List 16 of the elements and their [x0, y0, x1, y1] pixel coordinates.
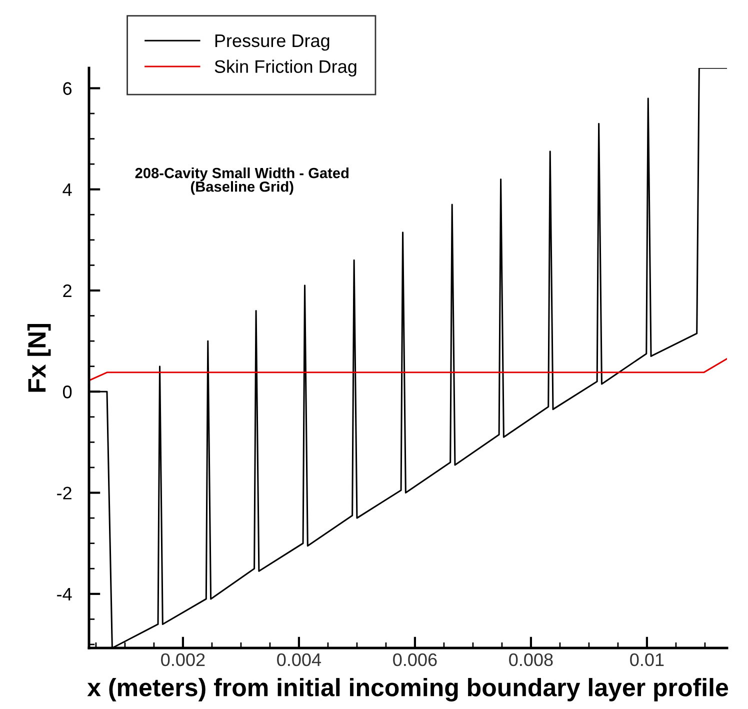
legend-label: Pressure Drag — [215, 34, 330, 51]
x-axis-title: x (meters) from initial incoming boundary layer profile — [87, 678, 728, 702]
x-tick-label: 0.006 — [393, 653, 437, 666]
y-tick-label: 2 — [63, 284, 72, 298]
y-tick-label: 0 — [63, 386, 72, 398]
y-tick-label: -2 — [57, 486, 72, 500]
x-tick-label: 0.002 — [161, 653, 205, 666]
legend-label: Skin Friction Drag — [214, 60, 356, 77]
y-axis-title: Fx [N] — [27, 324, 51, 392]
x-tick-label: 0.004 — [277, 653, 322, 666]
y-tick-label: 6 — [63, 82, 72, 95]
y-tick-label: -4 — [57, 588, 72, 600]
x-tick-label: 0.008 — [509, 653, 553, 666]
annotation: 208-Cavity Small Width - Gated (Baseline Grid) — [135, 168, 348, 195]
y-tick-label: 4 — [62, 183, 72, 196]
x-tick-label: 0.01 — [630, 653, 664, 666]
